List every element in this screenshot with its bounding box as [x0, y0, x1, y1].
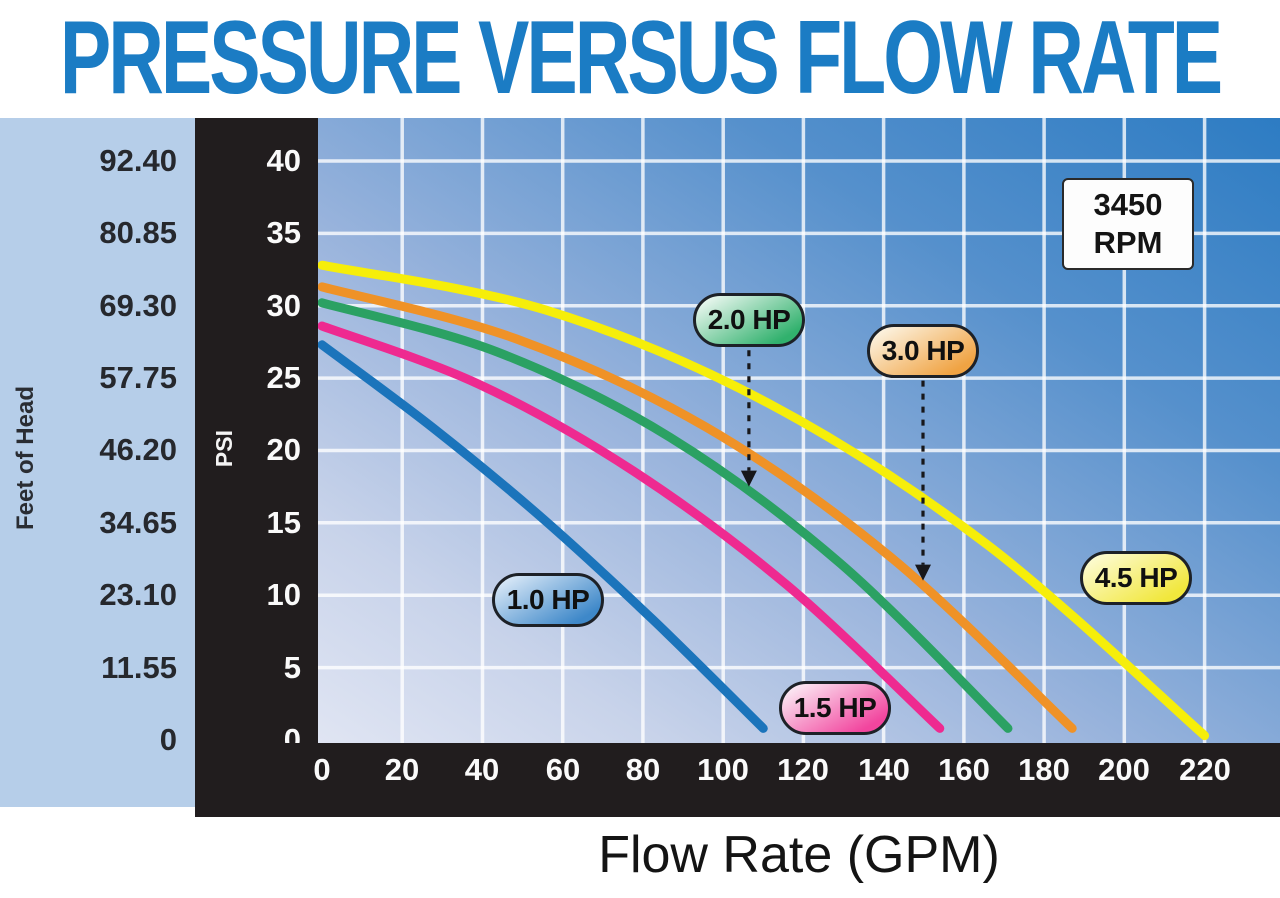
head-tick: 57.75	[99, 360, 177, 395]
series-label-1-0-hp: 1.0 HP	[492, 573, 604, 627]
curve-2-0-hp	[318, 298, 1013, 733]
curve-1-5-hp	[318, 321, 945, 733]
curve-1-0-hp	[318, 340, 768, 733]
psi-tick: 35	[266, 215, 301, 250]
head-axis-panel: Feet of Head 92.40 80.85 69.30 57.75 46.20 34…	[0, 118, 195, 807]
psi-tick: 15	[266, 505, 301, 540]
x-axis-strip: 0 20 40 60 80 100 120 140 160 180 200 220	[195, 743, 1280, 817]
head-tick: 34.65	[99, 505, 177, 540]
head-tick: 80.85	[99, 215, 177, 250]
chart-title: PRESSURE VERSUS FLOW RATE	[59, 0, 1223, 116]
rpm-badge-line2: RPM	[1093, 225, 1163, 260]
x-tick: 60	[545, 752, 581, 787]
series-label-4-5-hp: 4.5 HP	[1080, 551, 1192, 605]
head-tick: 11.55	[101, 650, 177, 685]
psi-tick: 25	[266, 360, 301, 395]
x-tick: 80	[625, 752, 661, 787]
series-label-1-5-hp: 1.5 HP	[779, 681, 891, 735]
x-axis-title: Flow Rate (GPM)	[598, 826, 1000, 884]
x-tick: 20	[384, 752, 420, 787]
head-tick: 92.40	[99, 143, 177, 178]
x-tick: 200	[1098, 752, 1150, 787]
arrow-head-2-0-hp	[740, 470, 757, 487]
plot-canvas	[318, 118, 1280, 743]
x-axis-title-row: Flow Rate (GPM)	[318, 820, 1280, 890]
psi-tick: 20	[266, 432, 301, 467]
curve-4-5-hp	[318, 260, 1210, 741]
series-label-3-0-hp: 3.0 HP	[867, 324, 979, 378]
psi-axis-panel: PSI 40 35 30 25 20 15 10 5 0	[195, 118, 318, 817]
psi-tick: 40	[266, 143, 301, 178]
x-tick: 220	[1179, 752, 1231, 787]
psi-tick: 30	[266, 288, 301, 323]
head-axis-label: Feet of Head	[12, 386, 39, 531]
x-tick: 120	[777, 752, 829, 787]
psi-tick: 5	[283, 650, 301, 685]
head-tick: 23.10	[99, 577, 177, 612]
series-label-2-0-hp: 2.0 HP	[693, 293, 805, 347]
psi-tick: 10	[266, 577, 301, 612]
head-tick: 69.30	[99, 288, 177, 323]
x-tick: 140	[858, 752, 910, 787]
chart-title-row: PRESSURE VERSUS FLOW RATE	[0, 2, 1280, 114]
head-tick: 46.20	[99, 432, 177, 467]
x-tick: 40	[464, 752, 500, 787]
psi-axis-label: PSI	[211, 430, 237, 468]
x-tick: 180	[1018, 752, 1070, 787]
head-tick: 0	[159, 722, 177, 757]
plot-area: 1.0 HP 1.5 HP 2.0 HP 3.0 HP 4.5 HP 3450 RPM	[318, 118, 1280, 743]
rpm-badge-line1: 3450	[1093, 187, 1163, 223]
x-tick: 0	[313, 752, 331, 787]
x-tick: 160	[938, 752, 990, 787]
chart-block: Feet of Head 92.40 80.85 69.30 57.75 46.20 34…	[0, 118, 1280, 817]
x-tick: 100	[697, 752, 749, 787]
curve-3-0-hp	[318, 282, 1077, 733]
arrow-head-3-0-hp	[915, 564, 931, 581]
rpm-badge: 3450 RPM	[1062, 178, 1194, 270]
